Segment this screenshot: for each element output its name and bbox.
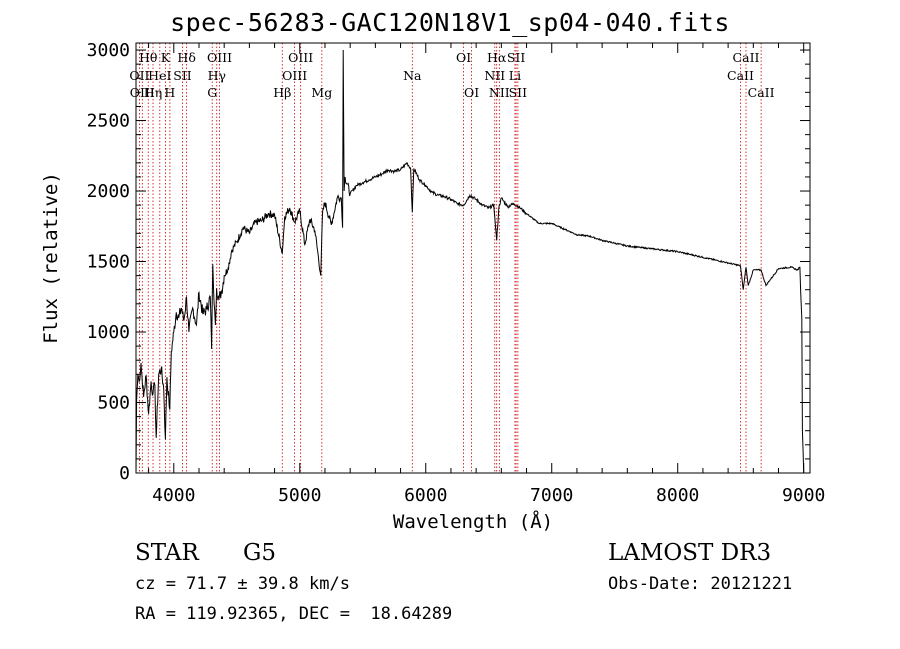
obs-date: Obs-Date: 20121221 xyxy=(608,574,793,594)
survey-name: LAMOST DR3 xyxy=(608,540,772,566)
axis-ticks-layer: 4000 5000 6000 7000 8000 9000 0 500 1000 1500 2000… xyxy=(87,40,826,506)
y-tick-label: 0 xyxy=(119,463,130,484)
x-tick-label: 5000 xyxy=(278,485,321,506)
spectral-line-label: G xyxy=(207,85,217,100)
spectral-line-label: NII xyxy=(489,85,510,100)
spectral-line-label: OI xyxy=(464,85,479,100)
object-subclass: G5 xyxy=(243,540,277,566)
y-tick-label: 3000 xyxy=(87,40,130,61)
line-labels-layer: Hθ OII OIII K HeI Hη Hδ SII H OIII Hγ G OIII OIII Hβ Mg… xyxy=(129,50,774,100)
spectral-line-label: Hγ xyxy=(208,68,226,83)
spectral-line-label: OIII xyxy=(288,50,313,65)
spectral-line-label: Li xyxy=(509,68,521,83)
spectral-line-label: Na xyxy=(403,68,422,83)
coordinates: RA = 119.92365, DEC = 18.64289 xyxy=(135,604,453,624)
y-tick-label: 2500 xyxy=(87,111,130,132)
x-tick-label: 6000 xyxy=(404,485,447,506)
spectral-line-label: OII xyxy=(129,68,149,83)
spectral-line-label: Hθ xyxy=(139,50,157,65)
y-tick-label: 2000 xyxy=(87,181,130,202)
spectral-line-label: SII xyxy=(509,85,528,100)
spectral-line-label: SII xyxy=(173,68,192,83)
plot-frame xyxy=(135,42,811,474)
spectral-line-label: CaII xyxy=(748,85,775,100)
y-tick-label: 500 xyxy=(97,393,130,414)
x-axis-label: Wavelength (Å) xyxy=(393,510,553,533)
x-tick-label: 8000 xyxy=(656,485,699,506)
spectral-line-label: OIII xyxy=(282,68,307,83)
spectral-line-label: Hδ xyxy=(177,50,195,65)
spectral-line-label: OI xyxy=(456,50,471,65)
x-tick-label: 7000 xyxy=(530,485,573,506)
spectrum-layer xyxy=(135,49,805,474)
spectral-line-label: OIII xyxy=(130,85,155,100)
spectral-line-label: HeI xyxy=(148,68,171,83)
spectral-line-label: OIII xyxy=(207,50,232,65)
y-tick-label: 1500 xyxy=(87,252,130,273)
spectral-line-label: Hη xyxy=(144,85,162,100)
spectral-line-label: CaII xyxy=(727,68,754,83)
spectral-lines-layer xyxy=(139,43,762,473)
x-tick-label: 9000 xyxy=(782,485,825,506)
spectral-line-label: NII xyxy=(484,68,505,83)
spectral-line-label: H xyxy=(164,85,175,100)
y-axis-label: Flux (relative) xyxy=(40,172,62,344)
spectral-line-label: Mg xyxy=(311,85,332,100)
chart-title: spec-56283-GAC120N18V1_sp04-040.fits xyxy=(170,8,730,37)
spectral-line-label: K xyxy=(161,50,171,65)
y-tick-label: 1000 xyxy=(87,322,130,343)
spectral-line-label: SII xyxy=(507,50,526,65)
spectral-line-label: CaII xyxy=(733,50,760,65)
spectral-line-label: Hβ xyxy=(273,85,291,100)
x-tick-label: 4000 xyxy=(152,485,195,506)
redshift-text: cz = 71.7 ± 39.8 km/s xyxy=(135,574,350,594)
object-class: STAR xyxy=(135,540,199,566)
spectral-line-label: Hα xyxy=(487,50,507,65)
spectrum-line xyxy=(135,49,805,474)
